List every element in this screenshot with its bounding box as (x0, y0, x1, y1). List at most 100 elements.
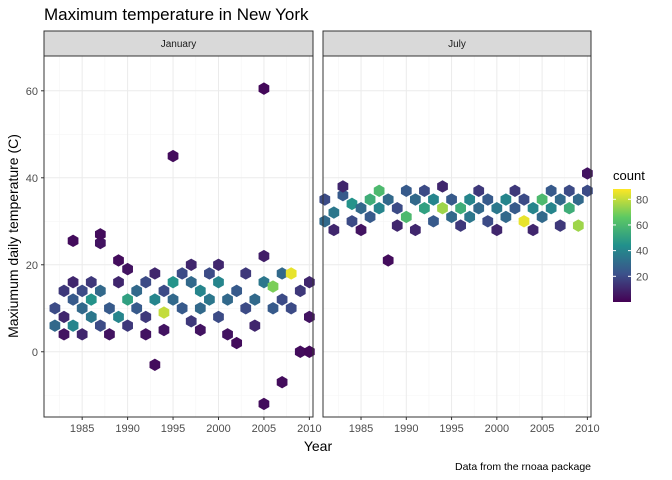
hexbin (563, 202, 575, 215)
hexbin (94, 236, 106, 250)
hexbin (258, 275, 270, 289)
hexbin (149, 293, 161, 306)
hexbin (304, 275, 315, 289)
hexbin (409, 193, 421, 206)
hexbin (204, 267, 215, 280)
hexbins-july (319, 167, 593, 267)
hexbin (446, 210, 457, 224)
hexbin (158, 306, 170, 319)
x-axis: 1985 1990 1995 2000 2005 2010 1985 1990 1995 2000… (70, 417, 600, 435)
hexbin (140, 275, 152, 289)
hexbin (455, 202, 466, 215)
legend-label: 60 (636, 220, 648, 232)
hexbin (276, 267, 288, 280)
chart-title: Maximum temperature in New York (44, 5, 309, 24)
hexbin (536, 210, 548, 224)
hexbin (76, 302, 88, 315)
hexbin (267, 302, 279, 315)
hexbin (346, 215, 358, 228)
hexbin (304, 310, 315, 324)
hexbin (373, 184, 385, 198)
hexbin (419, 202, 430, 215)
hexbin (446, 193, 457, 206)
hexbin (545, 184, 557, 198)
y-tick-label: 0 (32, 347, 38, 359)
y-tick-label: 20 (26, 260, 38, 272)
hexbin (437, 180, 448, 193)
hexbin (167, 293, 179, 306)
hexbin (346, 197, 358, 211)
hexbin (104, 302, 115, 315)
x-tick-label: 2010 (575, 423, 599, 435)
hexbin (58, 310, 70, 324)
hexbin (328, 223, 340, 237)
hexbin (49, 302, 61, 315)
x-tick-label: 1985 (70, 423, 94, 435)
hexbin (294, 284, 306, 298)
hexbin (131, 302, 143, 315)
hexbin (364, 210, 376, 224)
hexbin (249, 319, 261, 332)
hexbin (158, 284, 170, 298)
hexbin (536, 193, 548, 206)
hexbin (328, 206, 340, 219)
hexbin (518, 215, 530, 228)
hexbin (364, 193, 376, 206)
legend-label: 80 (636, 194, 648, 206)
hexbin (176, 267, 188, 280)
hexbin (455, 219, 466, 232)
hexbins-january (49, 82, 315, 411)
hexbin (76, 284, 88, 298)
hexbin (294, 345, 306, 358)
hexbin (131, 284, 143, 298)
hexbin (337, 188, 349, 202)
hexbin (482, 215, 494, 228)
hexbin (355, 223, 367, 237)
hexbin (572, 193, 584, 206)
hexbin (104, 328, 115, 341)
hexbin (563, 184, 575, 198)
hexbin (428, 215, 439, 228)
hexbin (213, 275, 224, 289)
grid-january (44, 56, 313, 417)
hexbin (304, 345, 315, 358)
hexbin (113, 254, 124, 267)
hexbin (113, 310, 124, 324)
hexbin (185, 315, 197, 328)
panel-background (323, 56, 591, 417)
hexbin (213, 310, 224, 324)
hexbin (94, 228, 106, 241)
x-tick-label: 1995 (161, 423, 185, 435)
hexbin (67, 275, 79, 289)
y-axis-title: Maxiumum daily temperature (C) (5, 134, 21, 338)
hexbin (222, 328, 233, 341)
panels: January July (43, 30, 593, 418)
hexbin (76, 328, 88, 341)
hexbin (240, 302, 252, 315)
hexbin (491, 202, 503, 215)
hexbin (122, 262, 133, 276)
hexbin (419, 184, 430, 198)
hexbin (400, 210, 412, 224)
hexbin (149, 267, 161, 280)
hexbin (500, 193, 512, 206)
hexbin (428, 193, 439, 206)
hexbin (249, 293, 261, 306)
hexbin (240, 267, 252, 280)
hexbin (276, 293, 288, 306)
hexbin (204, 293, 215, 306)
y-tick-label: 40 (26, 173, 38, 185)
panel-july-border (322, 55, 592, 418)
hexbin (149, 358, 161, 372)
legend-colorbar (613, 189, 631, 302)
hexbin (276, 376, 288, 389)
hexbin (122, 293, 133, 306)
hexbin (85, 275, 97, 289)
hexbin (194, 323, 206, 337)
hexbin (58, 284, 70, 298)
hexbin (158, 323, 170, 337)
hexbin (94, 319, 106, 332)
facet-july: July (319, 30, 593, 418)
hexbin (67, 319, 79, 332)
hexbin (382, 193, 394, 206)
